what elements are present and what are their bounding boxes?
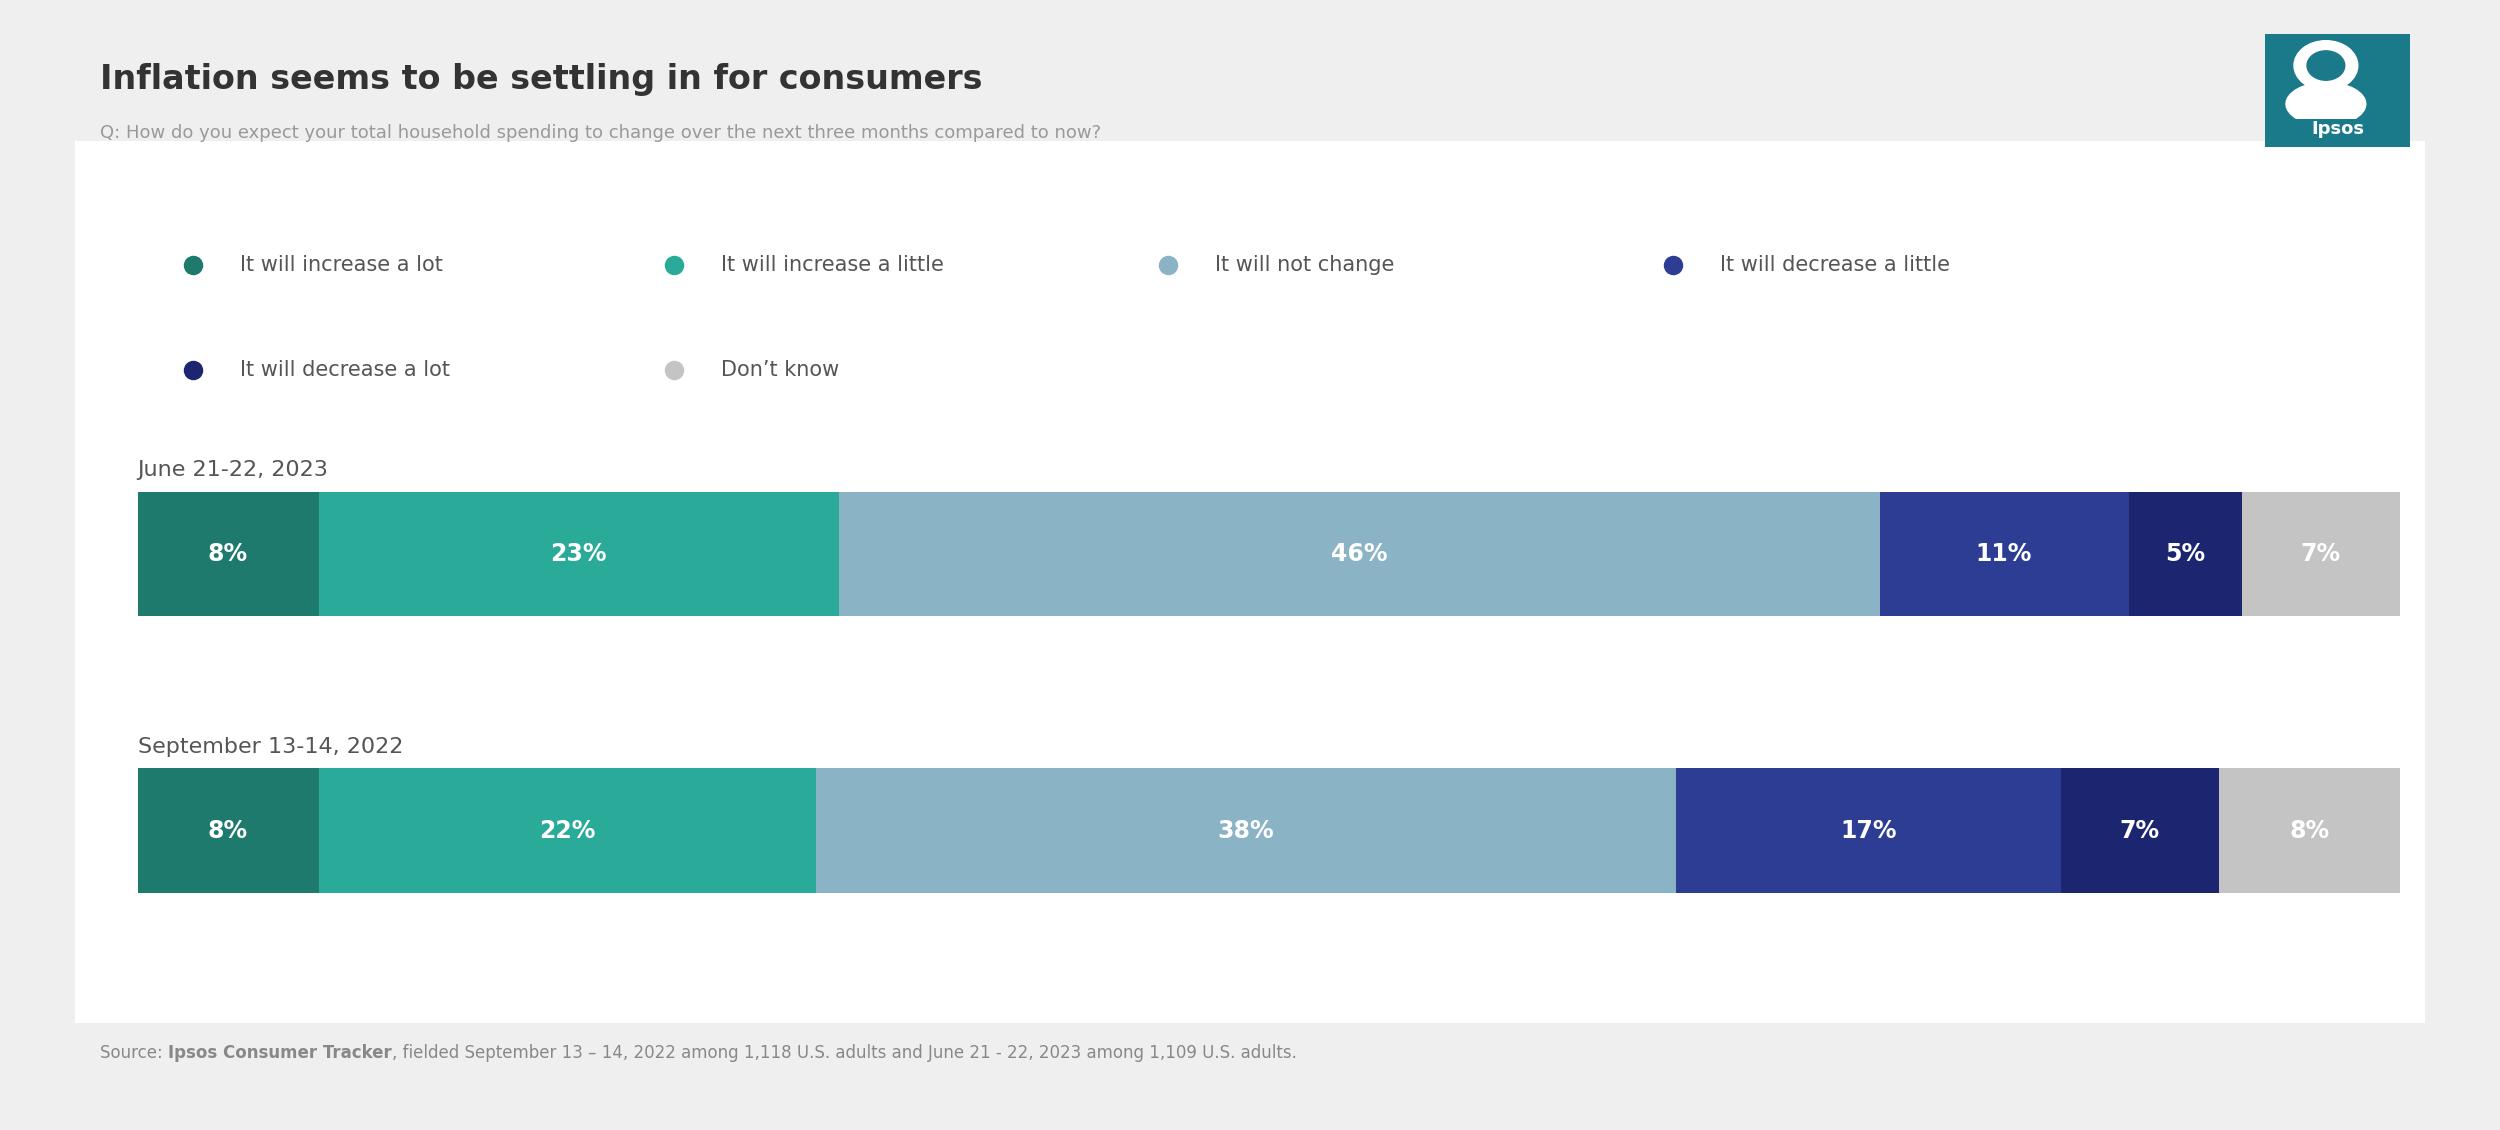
Text: 8%: 8% <box>208 818 248 843</box>
FancyBboxPatch shape <box>40 128 2460 1036</box>
Text: June 21-22, 2023: June 21-22, 2023 <box>138 460 328 480</box>
Text: Inflation seems to be settling in for consumers: Inflation seems to be settling in for co… <box>100 63 983 96</box>
FancyBboxPatch shape <box>2258 28 2418 153</box>
Bar <box>1880 492 2128 616</box>
Bar <box>138 492 318 616</box>
Bar <box>815 768 1675 893</box>
Text: 7%: 7% <box>2120 818 2160 843</box>
Text: 11%: 11% <box>1975 541 2032 566</box>
Text: 22%: 22% <box>540 818 595 843</box>
Text: It will not change: It will not change <box>1215 254 1395 275</box>
Text: 8%: 8% <box>2290 818 2330 843</box>
Text: September 13-14, 2022: September 13-14, 2022 <box>138 737 402 757</box>
Text: Ipsos: Ipsos <box>2310 120 2365 138</box>
Text: Source:: Source: <box>100 1044 168 1062</box>
Ellipse shape <box>2285 82 2365 125</box>
Text: Q: How do you expect your total household spending to change over the next three: Q: How do you expect your total househol… <box>100 124 1100 142</box>
Bar <box>2060 768 2220 893</box>
Text: 7%: 7% <box>2300 541 2340 566</box>
Text: 38%: 38% <box>1218 818 1275 843</box>
Text: 5%: 5% <box>2165 541 2205 566</box>
Text: 23%: 23% <box>550 541 608 566</box>
Text: Ipsos Consumer Tracker: Ipsos Consumer Tracker <box>168 1044 392 1062</box>
Bar <box>2128 492 2242 616</box>
Text: Don’t know: Don’t know <box>722 360 840 381</box>
Bar <box>2242 492 2400 616</box>
Text: It will increase a lot: It will increase a lot <box>240 254 442 275</box>
Bar <box>840 492 1880 616</box>
Bar <box>318 768 815 893</box>
Text: , fielded September 13 – 14, 2022 among 1,118 U.S. adults and June 21 - 22, 2023: , fielded September 13 – 14, 2022 among … <box>392 1044 1298 1062</box>
Circle shape <box>2308 51 2345 80</box>
Bar <box>2220 768 2400 893</box>
Bar <box>318 492 840 616</box>
Text: 17%: 17% <box>1840 818 1898 843</box>
Circle shape <box>2295 41 2358 90</box>
Bar <box>138 768 318 893</box>
Text: 46%: 46% <box>1330 541 1388 566</box>
Text: 8%: 8% <box>208 541 248 566</box>
FancyBboxPatch shape <box>2265 119 2410 147</box>
Text: It will decrease a lot: It will decrease a lot <box>240 360 450 381</box>
Text: It will decrease a little: It will decrease a little <box>1720 254 1950 275</box>
Bar <box>1675 768 2060 893</box>
Text: It will increase a little: It will increase a little <box>722 254 945 275</box>
